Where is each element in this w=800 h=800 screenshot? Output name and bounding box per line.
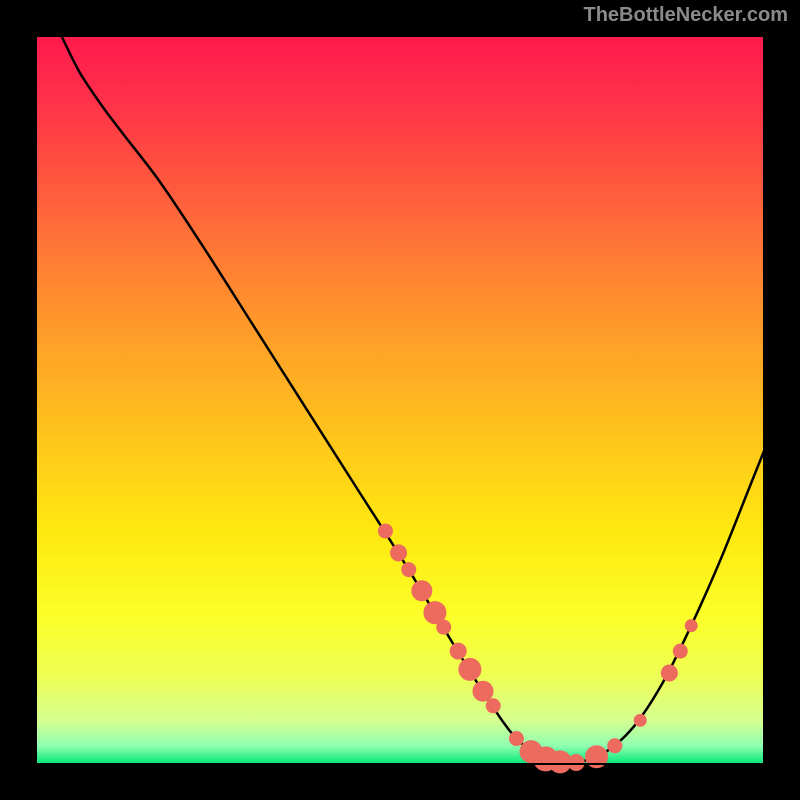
bottleneck-curve-chart (0, 0, 800, 800)
scatter-point (459, 658, 481, 680)
scatter-point (486, 699, 500, 713)
watermark-text: TheBottleNecker.com (583, 4, 788, 27)
scatter-point (402, 563, 416, 577)
scatter-point (437, 620, 451, 634)
chart-container: TheBottleNecker.com (0, 0, 800, 800)
scatter-point (391, 545, 407, 561)
scatter-point (509, 732, 523, 746)
scatter-point (661, 665, 677, 681)
scatter-point (685, 620, 697, 632)
scatter-point (378, 524, 392, 538)
scatter-point (450, 643, 466, 659)
scatter-point (608, 739, 622, 753)
scatter-point (473, 681, 493, 701)
scatter-point (634, 714, 646, 726)
scatter-point (568, 755, 584, 771)
scatter-point (412, 581, 432, 601)
scatter-point (673, 644, 687, 658)
plot-background (36, 36, 764, 764)
